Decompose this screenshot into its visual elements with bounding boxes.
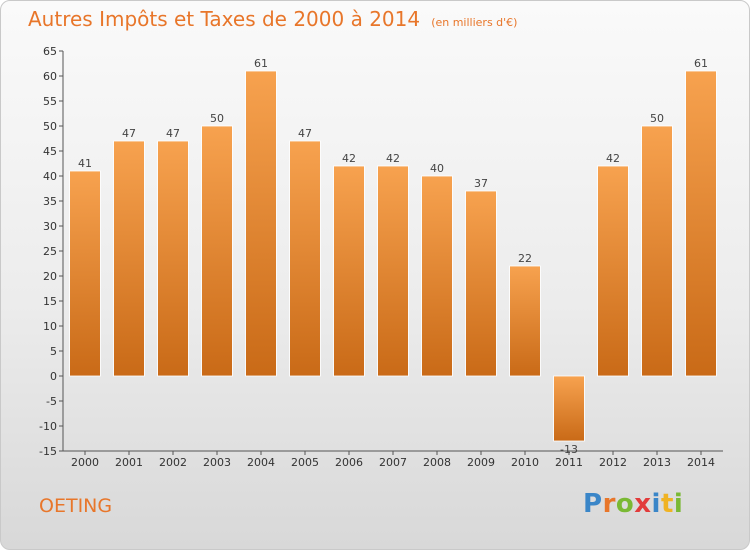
logo-letter: t — [660, 489, 674, 519]
y-tick-label: -10 — [39, 420, 57, 433]
logo-letter: P — [583, 489, 603, 519]
logo-letter: i — [673, 489, 684, 519]
x-tick-label: 2004 — [247, 456, 275, 469]
bar-value-label: 61 — [254, 57, 268, 70]
bar — [597, 165, 629, 377]
y-tick-label: 50 — [43, 120, 57, 133]
logo-letter: o — [615, 489, 635, 519]
bar-value-label: 50 — [210, 112, 224, 125]
x-tick-label: 2007 — [379, 456, 407, 469]
bar — [245, 70, 277, 377]
y-tick-label: -5 — [46, 395, 57, 408]
bar — [641, 125, 673, 377]
proxiti-logo[interactable]: Proxiti — [583, 489, 683, 519]
y-tick-label: 30 — [43, 220, 57, 233]
x-tick-label: 2009 — [467, 456, 495, 469]
y-tick-label: 20 — [43, 270, 57, 283]
x-tick-label: 2014 — [687, 456, 715, 469]
x-tick-label: 2003 — [203, 456, 231, 469]
bar-value-label: 42 — [342, 152, 356, 165]
x-tick-label: 2006 — [335, 456, 363, 469]
x-tick-label: 2002 — [159, 456, 187, 469]
bar-value-label: 47 — [166, 127, 180, 140]
x-tick-label: 2010 — [511, 456, 539, 469]
y-tick-label: 15 — [43, 295, 57, 308]
bar — [553, 375, 585, 442]
bar — [509, 265, 541, 377]
logo-letter: x — [634, 489, 652, 519]
y-tick-label: 60 — [43, 70, 57, 83]
x-tick-label: 2011 — [555, 456, 583, 469]
y-tick-label: 0 — [50, 370, 57, 383]
y-tick-label: 35 — [43, 195, 57, 208]
bar — [377, 165, 409, 377]
bar-value-label: 37 — [474, 177, 488, 190]
y-tick-label: 65 — [43, 45, 57, 58]
x-tick-label: 2001 — [115, 456, 143, 469]
bar — [157, 140, 189, 377]
logo-letter: r — [602, 489, 616, 519]
bar — [685, 70, 717, 377]
bar — [113, 140, 145, 377]
bar-value-label: 50 — [650, 112, 664, 125]
bar-value-label: 42 — [606, 152, 620, 165]
bar-value-label: -13 — [560, 443, 578, 456]
chart-title: Autres Impôts et Taxes de 2000 à 2014 — [28, 7, 421, 31]
x-tick-label: 2013 — [643, 456, 671, 469]
y-tick-label: 40 — [43, 170, 57, 183]
bar-value-label: 42 — [386, 152, 400, 165]
bar — [69, 170, 101, 377]
bar-value-label: 40 — [430, 162, 444, 175]
x-tick-label: 2005 — [291, 456, 319, 469]
commune-name: OETING — [39, 495, 113, 517]
bar — [201, 125, 233, 377]
chart-subtitle: (en milliers d'€) — [431, 16, 518, 29]
bar — [421, 175, 453, 377]
y-tick-label: 5 — [50, 345, 57, 358]
bar — [289, 140, 321, 377]
bar-value-label: 41 — [78, 157, 92, 170]
bar-value-label: 22 — [518, 252, 532, 265]
y-tick-label: 55 — [43, 95, 57, 108]
title-row: Autres Impôts et Taxes de 2000 à 2014 (e… — [28, 7, 517, 31]
bar-value-label: 61 — [694, 57, 708, 70]
bar-value-label: 47 — [298, 127, 312, 140]
bar — [333, 165, 365, 377]
y-tick-label: 25 — [43, 245, 57, 258]
y-tick-label: -15 — [39, 445, 57, 458]
y-tick-label: 10 — [43, 320, 57, 333]
logo-letter: i — [651, 489, 661, 519]
x-tick-label: 2008 — [423, 456, 451, 469]
x-tick-label: 2012 — [599, 456, 627, 469]
bar — [465, 190, 497, 377]
x-tick-label: 2000 — [71, 456, 99, 469]
bar-value-label: 47 — [122, 127, 136, 140]
y-tick-label: 45 — [43, 145, 57, 158]
